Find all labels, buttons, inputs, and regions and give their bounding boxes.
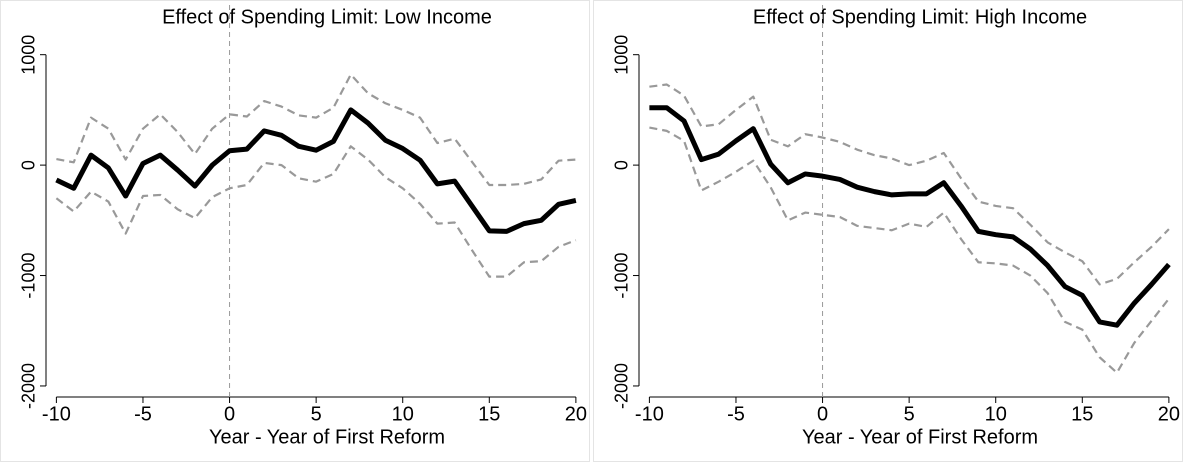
x-tick-label: -5 bbox=[134, 403, 152, 425]
x-axis-label: Year - Year of First Reform bbox=[209, 426, 445, 448]
confidence-bound bbox=[55, 145, 577, 278]
y-tick-label: -2000 bbox=[19, 363, 39, 409]
panel: Effect of Spending Limit: High Income Yea… bbox=[593, 0, 1183, 462]
x-tick-label: -10 bbox=[635, 403, 664, 425]
x-tick-label: 20 bbox=[1158, 403, 1180, 425]
panel: Effect of Spending Limit: Low Income Year… bbox=[0, 0, 590, 462]
y-tick-label: 0 bbox=[19, 160, 39, 170]
confidence-bound bbox=[649, 126, 1170, 374]
confidence-bound bbox=[649, 83, 1170, 286]
y-tick-label: 1000 bbox=[19, 35, 39, 75]
x-tick-label: 5 bbox=[311, 403, 322, 425]
chart-title: Effect of Spending Limit: Low Income bbox=[162, 6, 492, 28]
x-tick-label: -10 bbox=[42, 403, 71, 425]
y-tick-label: 0 bbox=[612, 160, 632, 170]
x-axis-label: Year - Year of First Reform bbox=[802, 426, 1038, 448]
x-tick-label: 10 bbox=[985, 403, 1007, 425]
y-tick-label: 1000 bbox=[612, 35, 632, 75]
x-tick-label: 0 bbox=[224, 403, 235, 425]
x-tick-label: 15 bbox=[1071, 403, 1093, 425]
y-tick-label: -1000 bbox=[19, 253, 39, 299]
y-tick-label: -1000 bbox=[612, 253, 632, 299]
confidence-bound bbox=[56, 73, 576, 187]
x-tick-label: 20 bbox=[565, 403, 587, 425]
estimate-line bbox=[55, 107, 577, 234]
chart-title: Effect of Spending Limit: High Income bbox=[753, 6, 1087, 28]
x-tick-label: 0 bbox=[817, 403, 828, 425]
x-tick-label: 10 bbox=[392, 403, 414, 425]
x-tick-label: 15 bbox=[478, 403, 500, 425]
panel-frame bbox=[593, 0, 1183, 462]
x-tick-label: -5 bbox=[727, 403, 745, 425]
x-tick-label: 5 bbox=[904, 403, 915, 425]
y-tick-label: -2000 bbox=[612, 363, 632, 409]
estimate-line bbox=[649, 105, 1171, 328]
